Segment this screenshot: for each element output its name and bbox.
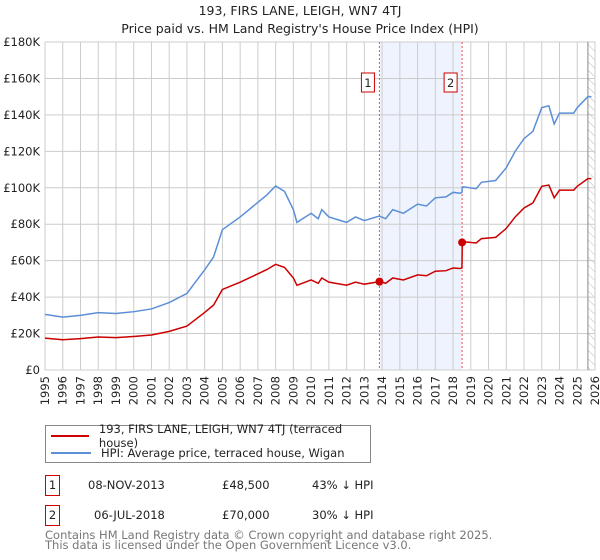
x-tick-label: 1998 [91,376,105,405]
x-tick-label: 1995 [38,376,52,405]
x-tick-label: 2023 [535,376,549,405]
sale-price: £70,000 [222,508,270,522]
x-tick-label: 2017 [428,376,442,405]
y-tick-label: £0 [25,363,40,377]
chart-title: 193, FIRS LANE, LEIGH, WN7 4TJ [198,3,402,18]
legend: 193, FIRS LANE, LEIGH, WN7 4TJ (terraced… [45,422,371,463]
sale-marker-label: 1 [364,76,371,90]
y-tick-label: £40K [11,290,41,304]
x-tick-label: 2019 [464,376,478,405]
x-tick-label: 2020 [482,376,496,405]
sale-hpi: 30% ↓ HPI [312,508,374,522]
legend-label: 193, FIRS LANE, LEIGH, WN7 4TJ (terraced… [98,422,343,450]
chart-subtitle: Price paid vs. HM Land Registry's House … [121,21,479,36]
legend-label: HPI: Average price, terraced house, Wiga… [101,446,345,460]
x-tick-label: 2022 [517,376,531,405]
footer: Contains HM Land Registry data © Crown c… [45,528,493,552]
sale-date: 06-JUL-2018 [94,508,165,522]
y-tick-label: £60K [11,254,41,268]
legend-item-hpi: HPI: Average price, terraced house, Wiga… [51,445,345,461]
sale-marker-box [443,72,458,93]
y-tick-label: £20K [11,327,41,341]
x-tick-label: 2003 [180,376,194,405]
legend-item-property: 193, FIRS LANE, LEIGH, WN7 4TJ (terraced… [51,422,370,450]
x-tick-label: 2005 [215,376,229,405]
y-tick-label: £80K [11,217,41,231]
y-tick-label: £180K [3,35,40,49]
x-tick-label: 1997 [73,376,87,405]
x-tick-label: 2024 [553,376,567,405]
series-line [44,95,592,318]
x-tick-label: 2015 [393,376,407,405]
sale-row: 1 08-NOV-2013 £48,500 43% ↓ HPI [45,475,600,496]
x-tick-label: 2004 [198,376,212,405]
x-tick-label: 2000 [127,376,141,405]
x-tick-label: 2025 [570,376,584,405]
price-chart: 1995 1996 1997 1998 1999 2000 2001 2002 2003 2004… [3,35,600,405]
footer-line: This data is licensed under the Open Gov… [45,538,412,552]
sale-point [375,277,384,286]
sale-price: £48,500 [222,478,270,492]
footer-line: Contains HM Land Registry data © Crown c… [45,528,493,542]
y-tick-label: £140K [3,108,40,122]
forecast-hatch [587,42,595,370]
y-tick-label: £120K [3,144,40,158]
sale-marker: 2 [45,505,60,526]
series-line [44,177,592,341]
sale-row: 2 06-JUL-2018 £70,000 30% ↓ HPI [45,505,600,526]
x-tick-label: 1999 [109,376,123,405]
x-tick-label: 2008 [269,376,283,405]
sale-marker-box [360,72,375,93]
sale-marker-label: 2 [447,76,454,90]
x-tick-label: 2026 [588,376,600,405]
sale-period-shade [379,42,463,370]
sale-hpi: 43% ↓ HPI [312,478,374,492]
x-tick-label: 2002 [162,376,176,405]
sale-point [458,238,467,247]
x-tick-label: 2011 [322,376,336,405]
x-tick-label: 2001 [144,376,158,405]
sale-date: 08-NOV-2013 [88,478,165,492]
x-tick-label: 2012 [340,376,354,405]
y-tick-label: £100K [3,181,40,195]
y-tick-label: £160K [3,71,40,85]
x-tick-label: 2009 [286,376,300,405]
x-tick-label: 2013 [357,376,371,405]
x-tick-label: 2010 [304,376,318,405]
x-tick-label: 2021 [499,376,513,405]
x-tick-label: 1996 [56,376,70,405]
x-tick-label: 2006 [233,376,247,405]
x-tick-label: 2007 [251,376,265,405]
x-tick-label: 2014 [375,376,389,405]
x-tick-label: 2016 [411,376,425,405]
sale-marker: 1 [45,475,60,496]
x-tick-label: 2018 [446,376,460,405]
